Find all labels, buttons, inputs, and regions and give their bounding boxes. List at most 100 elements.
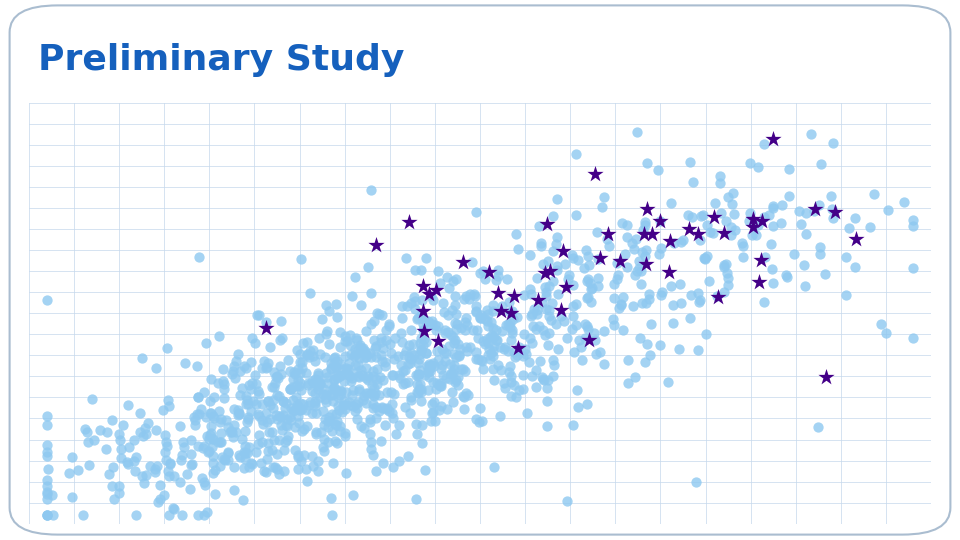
Point — [682, 224, 697, 233]
Point — [583, 284, 598, 293]
Point — [365, 403, 380, 412]
Point — [292, 379, 307, 387]
Point — [100, 428, 115, 436]
Point — [277, 437, 293, 446]
Point — [786, 250, 802, 259]
Point — [64, 453, 80, 462]
Point — [40, 465, 56, 474]
Point — [643, 320, 659, 328]
Point — [781, 192, 797, 200]
Point — [214, 438, 229, 447]
Point — [349, 414, 365, 423]
Point — [418, 316, 433, 325]
Point — [288, 446, 303, 454]
Point — [749, 231, 764, 239]
Point — [507, 352, 522, 361]
Point — [317, 353, 332, 362]
Point — [268, 462, 283, 471]
Point — [629, 267, 644, 275]
Point — [312, 378, 327, 387]
Point — [332, 360, 348, 369]
Point — [437, 357, 452, 366]
Point — [321, 437, 336, 446]
Point — [641, 295, 657, 303]
Point — [290, 402, 305, 410]
Point — [549, 262, 564, 271]
Point — [431, 406, 446, 414]
Point — [402, 359, 418, 368]
Point — [319, 300, 334, 309]
Point — [630, 128, 645, 137]
Point — [839, 291, 854, 300]
Point — [304, 409, 320, 417]
Point — [503, 372, 518, 380]
Point — [580, 276, 595, 285]
Point — [162, 460, 178, 469]
Point — [241, 381, 256, 389]
Point — [445, 277, 461, 286]
Point — [326, 383, 342, 391]
Point — [287, 423, 302, 431]
Point — [215, 376, 230, 385]
Point — [401, 341, 417, 349]
Point — [472, 313, 488, 322]
Point — [400, 377, 416, 386]
Point — [878, 328, 894, 337]
Point — [592, 254, 608, 262]
Point — [210, 437, 226, 446]
Point — [273, 421, 288, 430]
Point — [276, 396, 291, 405]
Point — [64, 492, 80, 501]
Point — [246, 397, 261, 406]
Point — [374, 403, 390, 411]
Point — [310, 370, 325, 379]
Point — [502, 362, 517, 370]
Point — [220, 422, 235, 431]
Point — [249, 400, 264, 408]
Point — [724, 231, 739, 240]
Point — [382, 320, 397, 328]
Point — [414, 397, 429, 406]
Point — [673, 279, 688, 288]
Point — [436, 307, 451, 316]
Point — [382, 322, 397, 330]
Point — [348, 273, 363, 282]
Point — [639, 158, 655, 167]
Point — [302, 397, 318, 406]
Point — [322, 307, 337, 315]
Point — [444, 388, 459, 397]
Point — [300, 381, 316, 390]
Point — [80, 428, 95, 436]
Point — [541, 306, 557, 315]
Point — [183, 460, 199, 469]
Point — [479, 306, 494, 314]
Point — [654, 288, 669, 296]
Point — [317, 414, 332, 423]
Point — [335, 401, 350, 409]
Point — [532, 221, 547, 230]
Point — [234, 435, 250, 443]
Point — [627, 373, 642, 382]
Point — [838, 253, 853, 261]
Point — [750, 220, 765, 229]
Point — [360, 375, 375, 384]
Point — [138, 424, 154, 433]
Point — [323, 390, 338, 399]
Point — [272, 392, 287, 400]
Point — [363, 438, 378, 447]
Point — [573, 343, 588, 352]
Point — [420, 321, 435, 330]
Point — [699, 251, 714, 260]
Point — [213, 437, 228, 446]
Point — [238, 392, 253, 400]
Point — [240, 414, 255, 423]
Point — [560, 274, 575, 283]
Point — [735, 253, 751, 261]
Point — [269, 410, 284, 419]
Point — [244, 385, 259, 394]
Point — [362, 417, 377, 426]
Point — [370, 308, 385, 317]
Point — [364, 186, 379, 194]
Point — [86, 436, 102, 444]
Point — [512, 386, 527, 394]
